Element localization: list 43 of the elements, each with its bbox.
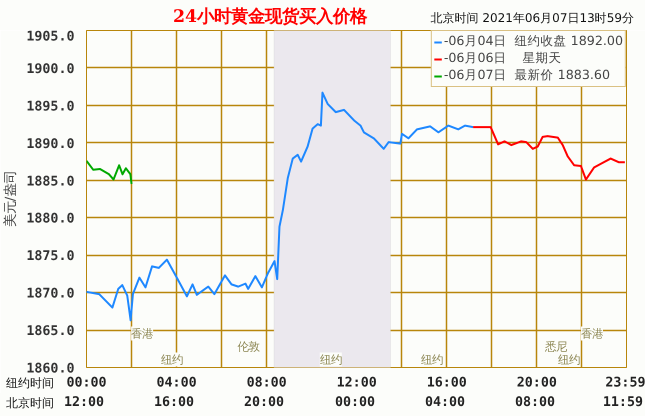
x-axis-title: 纽约时间 (6, 375, 54, 392)
y-tick-label: 1885.0 (26, 174, 75, 190)
x-tick-label: 04:00 (156, 376, 197, 390)
annotation: 悉尼 (544, 340, 568, 354)
y-tick-label: 1895.0 (26, 99, 75, 114)
text: 08:00 (514, 395, 556, 410)
y-tick-label: 1865.0 (26, 324, 75, 340)
x-tick-label: 16:00 (426, 376, 467, 390)
y-tick-label: 1880.0 (26, 212, 75, 227)
y-tick-label: 1905.0 (26, 30, 75, 44)
line-series (86, 160, 133, 186)
text: 16:00 (154, 395, 194, 410)
text: 20:00 (244, 395, 284, 410)
chart-title: 24小时黄金现货买入价格 (172, 6, 368, 28)
text: 00:00 (334, 395, 376, 410)
y-tick-label: 1890.0 (26, 136, 75, 152)
annotation: 香港 (580, 326, 603, 340)
annotation: 纽约 (558, 352, 580, 366)
annotation: 纽约 (161, 352, 184, 366)
text: 11:59 (602, 395, 643, 410)
x-tick-label: 12:00 (336, 376, 377, 390)
line-series (472, 126, 626, 181)
x-tick-label: 20:00 (516, 376, 557, 390)
x-tick-label: 08:00 (246, 376, 287, 390)
legend-label: -06月06日 星期天 (444, 50, 562, 67)
legend-label: -06月07日 最新价 1883.60 (444, 67, 610, 84)
annotation: 纽约 (421, 352, 444, 366)
y-tick-label: 1870.0 (26, 286, 75, 302)
legend-label: -06月04日 纽约收盘 1892.00 (444, 33, 623, 50)
annotation: 伦敦 (238, 340, 260, 354)
y-tick-label: 1875.0 (26, 249, 75, 264)
x2-axis-title: 北京时间 (6, 395, 54, 412)
annotation: 纽约 (320, 352, 342, 366)
y-axis-title: 美元/盎司 (2, 170, 18, 228)
text: 12:00 (64, 395, 104, 410)
text: 04:00 (424, 395, 466, 410)
x-tick-label: 00:00 (66, 376, 107, 390)
annotation: 香港 (131, 326, 154, 340)
chart-subtitle: 北京时间 2021年06月07日13时59分 (430, 10, 634, 27)
line-series (86, 92, 474, 322)
x-tick-label: 23:59 (605, 376, 645, 390)
y-tick-label: 1900.0 (26, 62, 75, 77)
y-tick-label: 1860.0 (26, 362, 75, 376)
